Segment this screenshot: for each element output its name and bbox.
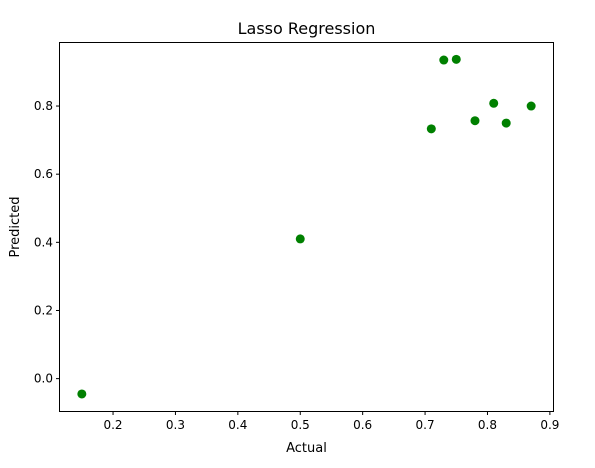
x-tick-label: 0.2	[103, 418, 122, 432]
plot-frame	[59, 42, 554, 412]
y-tick-label: 0.8	[34, 99, 53, 113]
y-tick-label: 0.4	[34, 235, 53, 249]
x-tick-label: 0.7	[416, 418, 435, 432]
y-axis-label: Predicted	[8, 196, 23, 257]
data-point	[77, 389, 87, 399]
y-tick-label: 0.0	[34, 372, 53, 386]
data-point	[439, 55, 449, 65]
x-tick-label: 0.4	[228, 418, 247, 432]
x-tick-label: 0.8	[478, 418, 497, 432]
data-point	[489, 98, 499, 108]
data-point	[470, 116, 480, 126]
data-point	[501, 118, 511, 128]
x-tick-label: 0.5	[291, 418, 310, 432]
x-axis-ticks: 0.2 0.3 0.4 0.5 0.6 0.7 0.8 0.9	[103, 411, 559, 432]
data-point	[295, 234, 305, 244]
chart-title: Lasso Regression	[238, 19, 376, 38]
x-axis-label: Actual	[286, 441, 327, 456]
y-tick-label: 0.6	[34, 167, 53, 181]
y-axis-ticks: 0.0 0.2 0.4 0.6 0.8	[34, 99, 60, 386]
y-tick-label: 0.2	[34, 303, 53, 317]
x-tick-label: 0.3	[166, 418, 185, 432]
data-points	[77, 54, 536, 399]
data-point	[526, 101, 536, 111]
data-point	[451, 54, 461, 64]
data-point	[426, 124, 436, 134]
x-tick-label: 0.6	[353, 418, 372, 432]
x-tick-label: 0.9	[540, 418, 559, 432]
